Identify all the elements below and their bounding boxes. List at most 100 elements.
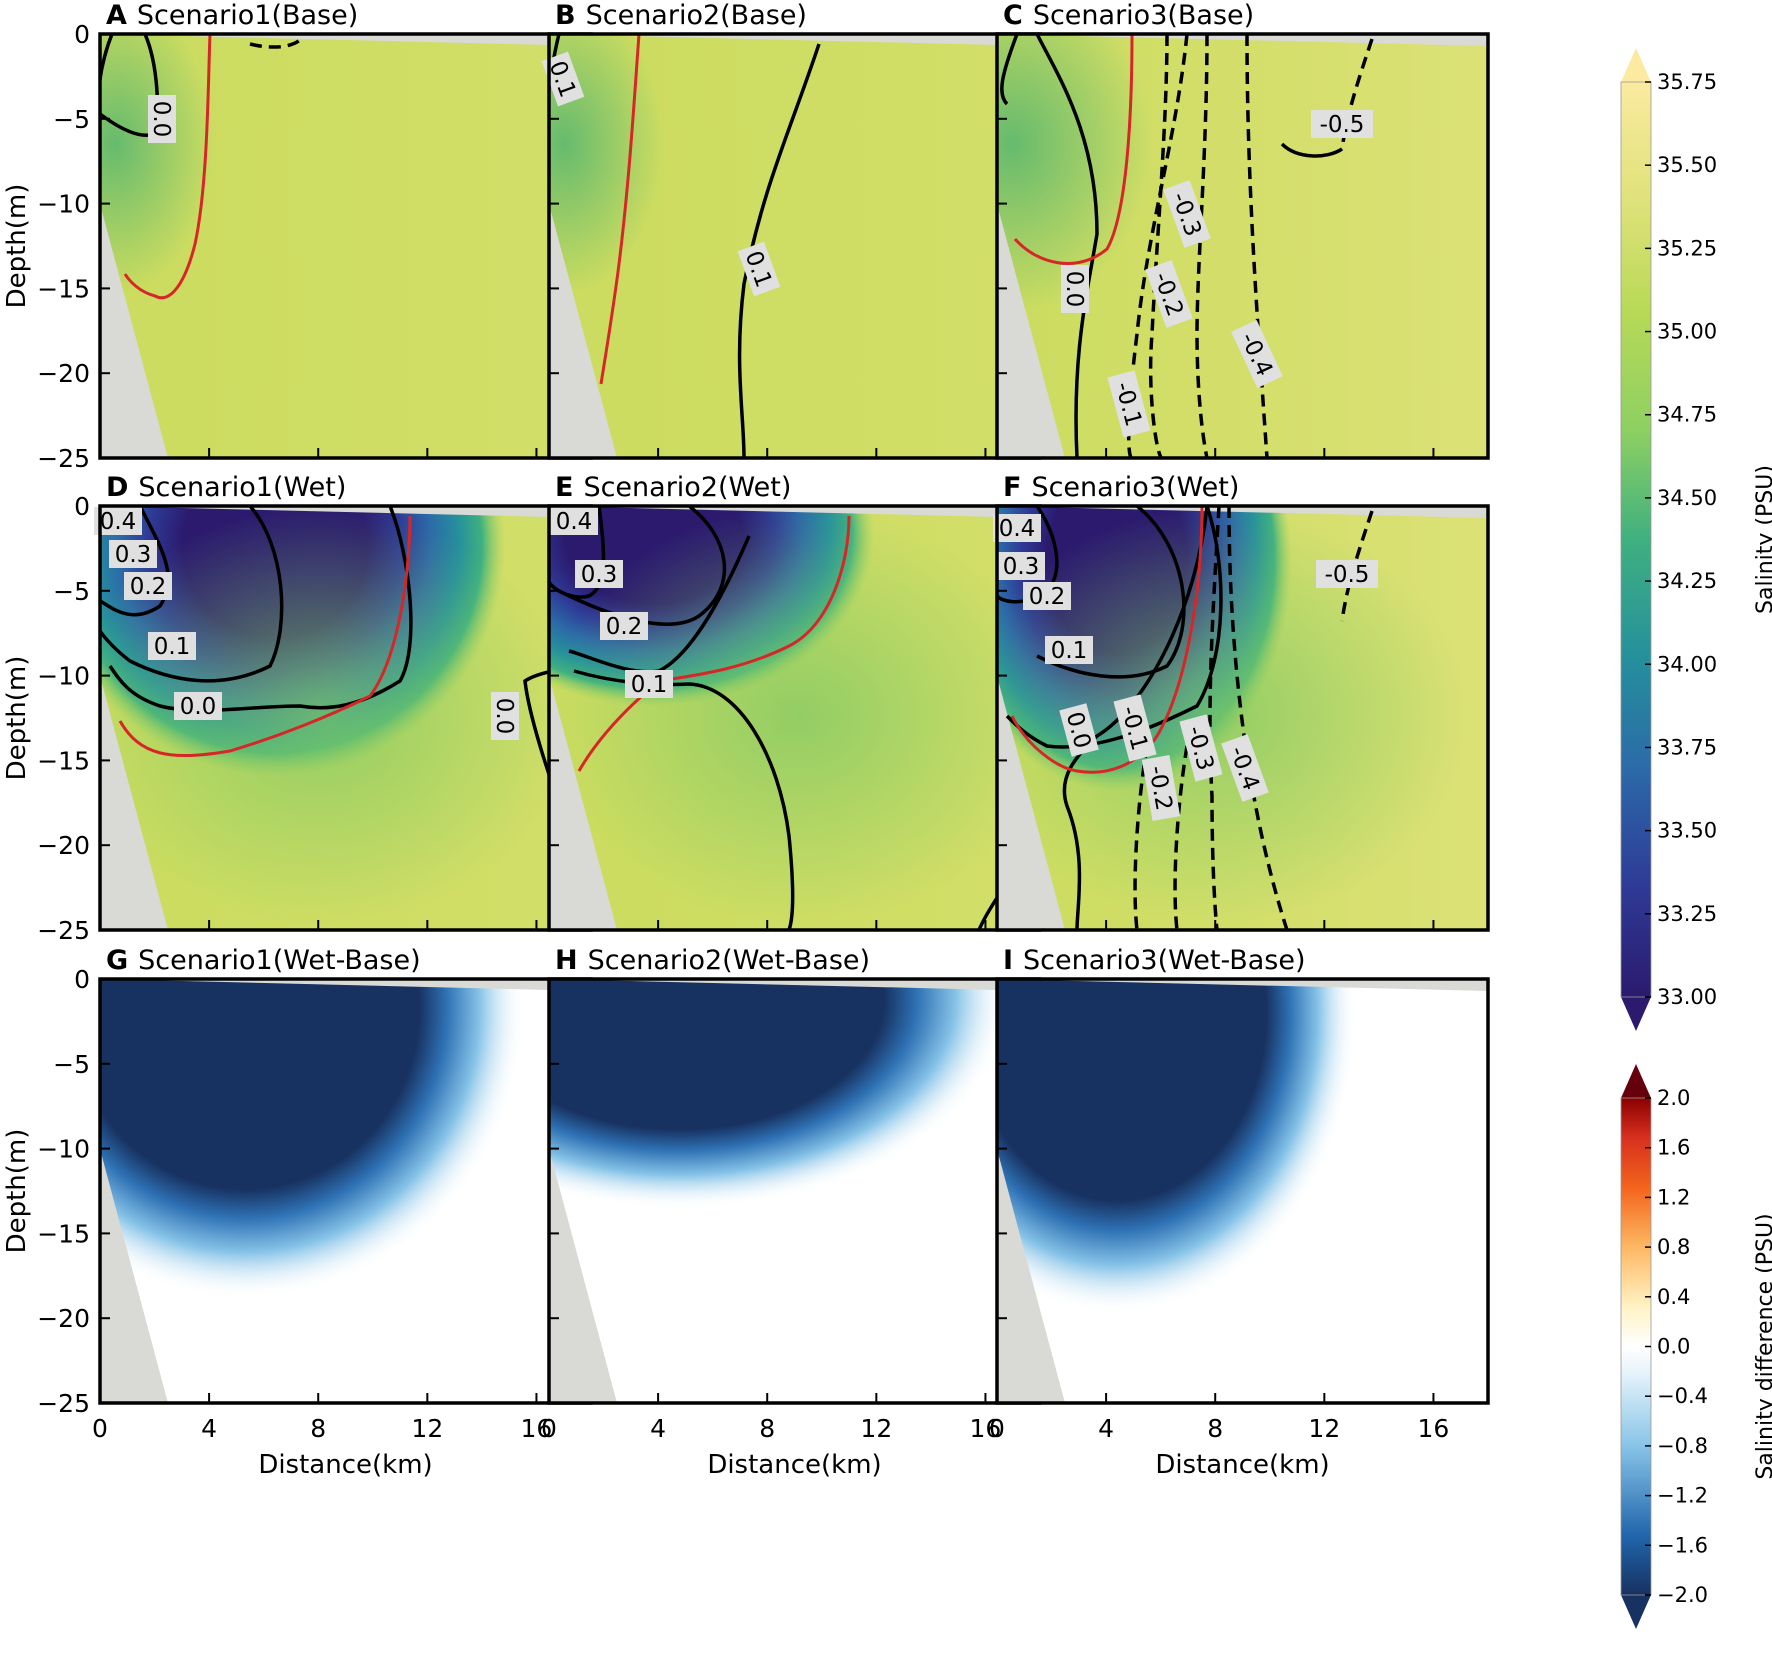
y-tick-label: −20	[37, 831, 90, 860]
surface-land	[549, 979, 1040, 991]
contour-line	[100, 506, 170, 617]
colorbar-tick-label: −1.6	[1657, 1533, 1708, 1557]
x-tick-label: 16	[521, 1414, 553, 1443]
contour-line	[549, 506, 606, 599]
contour-label: 0.0	[491, 692, 519, 740]
surface-land	[100, 506, 591, 518]
colorbar-tick-label: 34.50	[1657, 486, 1717, 510]
contour-line	[568, 535, 751, 674]
slope-land	[997, 676, 1065, 930]
surface-land	[997, 34, 1488, 46]
panel-frame	[995, 32, 1490, 460]
surface-land	[997, 979, 1488, 991]
colorbar-salinity_difference: 2.0 1.6 1.2 0.8 0.4 0.0 −0.4 −0.8 −1.2 −1.6 −2.0 Sa…	[1620, 1064, 1772, 1629]
panel-title-text: Scenario3(Wet-Base)	[1023, 945, 1305, 976]
y-tick-label: −20	[37, 1304, 90, 1333]
y-axis-label: Depth(m)	[2, 656, 32, 781]
contour-line-dashed	[1340, 38, 1374, 150]
contour-label-text: 0.4	[100, 509, 137, 535]
contour-label: 0.0	[148, 95, 176, 143]
panel-A: 0.0 0 −5 −10 −15 −20 −25 A Scenario1(Base) Depth(…	[2, 0, 593, 473]
contour-label-text: -0.5	[1325, 562, 1370, 588]
surface-land	[997, 506, 1488, 518]
contour-label-box	[575, 560, 623, 588]
colorbar-tick-label: 34.25	[1657, 569, 1717, 593]
panel-title: I Scenario3(Wet-Base)	[1003, 945, 1306, 976]
panel-title-text: Scenario2(Wet-Base)	[588, 945, 870, 976]
contour-label-text: 0.2	[606, 614, 643, 640]
y-tick-label: −15	[37, 1219, 90, 1248]
x-tick-label: 4	[650, 1414, 666, 1443]
contour-label: 0.4	[94, 507, 142, 535]
colorbar-tick-label: 35.25	[1657, 236, 1717, 260]
contour-line	[737, 43, 821, 458]
contour-label: 0.0	[174, 692, 222, 720]
contour-label-text: 0.3	[581, 562, 618, 588]
reference-contour	[577, 515, 851, 772]
x-tick-label: 8	[759, 1414, 775, 1443]
panel-B-field	[549, 34, 1040, 458]
y-tick-label: −15	[37, 746, 90, 775]
colorbar-frame	[1620, 81, 1652, 998]
slope-land	[997, 204, 1065, 458]
x-axis-label: Distance(km)	[707, 1450, 881, 1480]
contour-label-box	[1179, 714, 1223, 782]
colorbar-tick-label: 34.00	[1657, 652, 1717, 676]
colorbar-extend-max	[1621, 1064, 1651, 1098]
contour-label-box	[737, 241, 781, 297]
slope-land	[100, 1149, 168, 1403]
base-plume	[100, 34, 215, 294]
x-tick-label: 12	[860, 1414, 892, 1443]
panel-title-text: Scenario2(Base)	[586, 0, 807, 31]
panel-letter: A	[106, 0, 127, 31]
x-axis-label: Distance(km)	[258, 1450, 432, 1480]
contour-label-text: 0.3	[115, 542, 152, 568]
contour-label-text: 0.0	[148, 101, 174, 138]
contour-line-dashed	[1208, 506, 1221, 930]
contour-label-box	[1059, 703, 1099, 757]
contour-label: 0.4	[550, 507, 598, 535]
contour-label-box	[1045, 636, 1093, 664]
contour-label: -0.2	[1141, 755, 1181, 821]
x-tick-label: 4	[201, 1414, 217, 1443]
panel-letter: B	[555, 0, 576, 31]
reference-contour	[123, 34, 212, 300]
colorbar-tick-label: 35.50	[1657, 153, 1717, 177]
colorbar-tick-label: −2.0	[1657, 1583, 1708, 1607]
panel-letter: E	[555, 472, 573, 503]
panel-title: B Scenario2(Base)	[555, 0, 807, 31]
contour-label-box	[993, 514, 1041, 542]
contour-label: 0.1	[1045, 636, 1093, 664]
x-tick-label: 16	[970, 1414, 1002, 1443]
panel-E-field	[549, 506, 1040, 930]
x-tick-label: 0	[541, 1414, 557, 1443]
x-tick-label: 12	[411, 1414, 443, 1443]
slope-land	[100, 204, 168, 458]
slope-land	[549, 676, 617, 930]
contour-line	[1036, 506, 1186, 679]
colorbar-extend-max	[1621, 48, 1651, 82]
surface-land	[100, 34, 591, 46]
panel-title: F Scenario3(Wet)	[1003, 472, 1239, 503]
colorbar-tick-label: 1.6	[1657, 1136, 1690, 1160]
slope-land	[100, 676, 168, 930]
contour-label-box	[600, 612, 648, 640]
colorbar-tick-label: 33.50	[1657, 819, 1717, 843]
panel-grid: 0.0 0 −5 −10 −15 −20 −25 A Scenario1(Base) Depth(…	[2, 0, 1490, 1480]
panel-F: 0.40.30.20.1-0.50.0 -0.1 -0.3-0.2 -0.4F Scen…	[993, 472, 1490, 932]
contour-label-box	[94, 507, 142, 535]
contour-label-text: 0.1	[154, 634, 191, 660]
contour-line-dashed	[1227, 506, 1289, 930]
contour-label: -0.5	[1316, 560, 1378, 588]
y-tick-label: 0	[74, 20, 90, 49]
panel-B: 0.10.1B Scenario2(Base)	[541, 0, 1042, 460]
contour-label-text: 0.0	[491, 698, 517, 735]
contour-line	[1005, 506, 1223, 749]
colorbar-tick-label: 1.2	[1657, 1185, 1690, 1209]
panel-A-field	[100, 34, 591, 458]
panel-G: 0−5−10−15−20−250 4 8 12 16G Scenario1(Wet-Bas…	[2, 945, 593, 1480]
contour-line	[1280, 142, 1343, 158]
contour-line-dashed	[1195, 34, 1209, 458]
panel-C-field	[997, 34, 1488, 458]
contour-label-text: 0.0	[180, 694, 217, 720]
